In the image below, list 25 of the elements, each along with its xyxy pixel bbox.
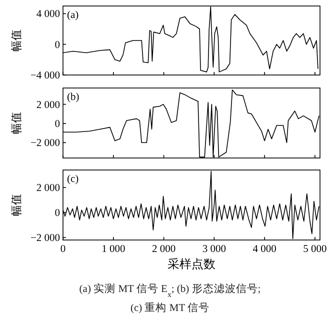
y-tick-label: 4 000 [36,9,60,20]
y-tick-label: 2 000 [36,100,60,111]
y-tick-label: −2 000 [30,233,60,244]
y-tick-label: 0 [54,208,60,219]
line-series [63,6,318,72]
y-tick-label: 0 [54,40,60,51]
annotation: (b) [67,92,80,103]
text: (c) 重构 MT 信号 [130,301,210,314]
x-tick-label: 3 000 [202,244,226,255]
line-series [63,90,320,158]
text: (a) 实测 MT 信号 E$_{x}$; (b) 形态滤波信号; [79,282,261,298]
annotation: (a) [67,10,80,21]
x-axis-title: 采样点数 [168,257,216,271]
x-tick-label: 4 000 [252,244,276,255]
y-axis-title: 幅值 [11,194,23,216]
y-tick-label: −4 000 [30,70,60,82]
x-tick-label: 2 000 [152,244,176,255]
x-tick-label: 5 000 [303,244,327,255]
x-tick-label: 1 000 [102,244,126,255]
y-tick-label: 0 [54,118,60,130]
annotation: (c) [67,174,80,185]
y-axis-title: 幅值 [11,30,23,52]
y-axis-title: 幅值 [11,112,23,134]
y-tick-label: 2 000 [36,183,60,194]
y-tick-label: −2 000 [30,138,60,150]
